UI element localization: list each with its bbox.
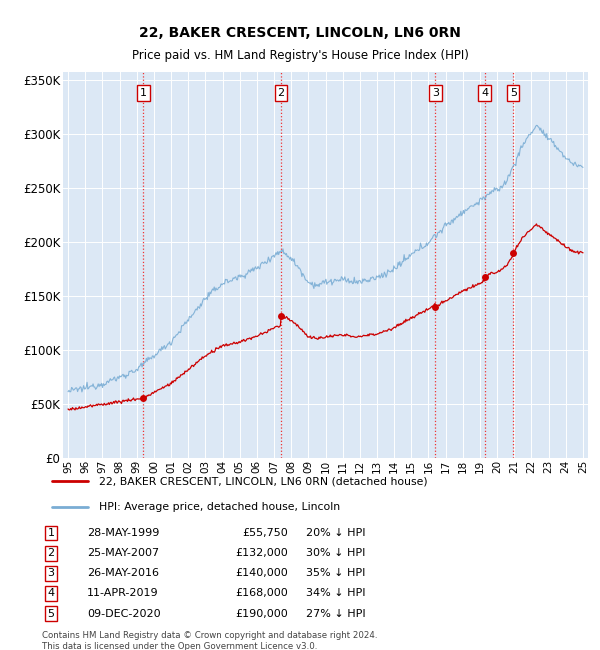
Text: 22, BAKER CRESCENT, LINCOLN, LN6 0RN (detached house): 22, BAKER CRESCENT, LINCOLN, LN6 0RN (de…: [99, 476, 427, 486]
Text: 3: 3: [47, 568, 55, 578]
Text: £132,000: £132,000: [235, 548, 288, 558]
Text: 11-APR-2019: 11-APR-2019: [87, 588, 158, 599]
Text: 25-MAY-2007: 25-MAY-2007: [87, 548, 159, 558]
Text: Price paid vs. HM Land Registry's House Price Index (HPI): Price paid vs. HM Land Registry's House …: [131, 49, 469, 62]
Text: Contains HM Land Registry data © Crown copyright and database right 2024.: Contains HM Land Registry data © Crown c…: [42, 630, 377, 640]
Text: £168,000: £168,000: [235, 588, 288, 599]
Text: £140,000: £140,000: [235, 568, 288, 578]
Text: 30% ↓ HPI: 30% ↓ HPI: [306, 548, 365, 558]
Text: 28-MAY-1999: 28-MAY-1999: [87, 528, 160, 538]
Text: 2: 2: [47, 548, 55, 558]
Text: This data is licensed under the Open Government Licence v3.0.: This data is licensed under the Open Gov…: [42, 642, 317, 650]
Text: 4: 4: [47, 588, 55, 599]
Text: £190,000: £190,000: [235, 608, 288, 619]
Text: 4: 4: [481, 88, 488, 98]
Text: 35% ↓ HPI: 35% ↓ HPI: [306, 568, 365, 578]
Text: 34% ↓ HPI: 34% ↓ HPI: [306, 588, 365, 599]
Text: 1: 1: [140, 88, 147, 98]
Text: HPI: Average price, detached house, Lincoln: HPI: Average price, detached house, Linc…: [99, 502, 340, 512]
Text: 27% ↓ HPI: 27% ↓ HPI: [306, 608, 365, 619]
Text: 22, BAKER CRESCENT, LINCOLN, LN6 0RN: 22, BAKER CRESCENT, LINCOLN, LN6 0RN: [139, 26, 461, 40]
Text: 09-DEC-2020: 09-DEC-2020: [87, 608, 161, 619]
Text: 26-MAY-2016: 26-MAY-2016: [87, 568, 159, 578]
Text: 5: 5: [47, 608, 55, 619]
Text: 20% ↓ HPI: 20% ↓ HPI: [306, 528, 365, 538]
Text: 5: 5: [509, 88, 517, 98]
Text: 3: 3: [432, 88, 439, 98]
Text: 2: 2: [277, 88, 284, 98]
Text: £55,750: £55,750: [242, 528, 288, 538]
Text: 1: 1: [47, 528, 55, 538]
